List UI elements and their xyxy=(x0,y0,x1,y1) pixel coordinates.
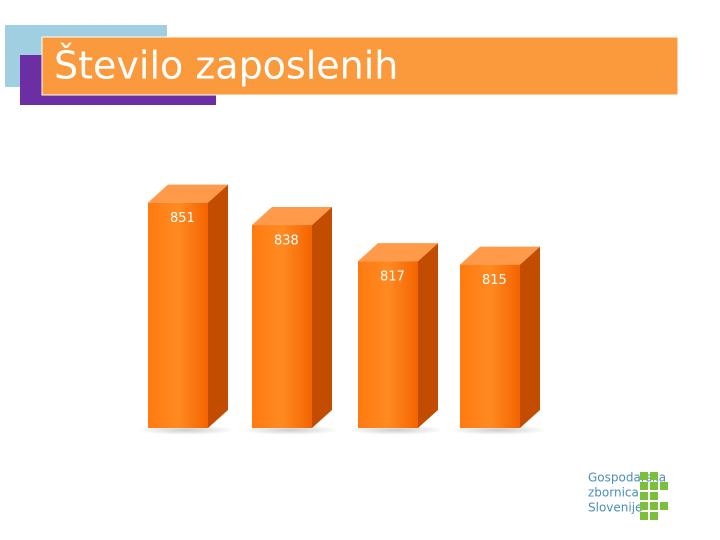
bar-side xyxy=(208,184,228,428)
bar-top xyxy=(148,184,228,203)
data-label: 851 xyxy=(170,211,195,226)
logo-text: Slovenije xyxy=(588,501,642,515)
title-bar xyxy=(41,36,679,96)
bar-side xyxy=(418,243,438,428)
chart-title: Število zaposlenih xyxy=(54,44,398,88)
bar xyxy=(148,202,208,428)
logo-text: zbornica xyxy=(588,486,639,500)
bar xyxy=(358,261,418,428)
data-label: 838 xyxy=(274,234,299,249)
logo: Gospodarska zbornica Slovenije xyxy=(588,471,668,520)
data-label: 815 xyxy=(482,273,507,288)
bar-top xyxy=(460,246,540,265)
bar-side xyxy=(520,246,540,428)
bar xyxy=(252,225,312,428)
bar-side xyxy=(312,207,332,428)
data-label: 817 xyxy=(380,270,405,285)
bar-top xyxy=(358,243,438,262)
bar xyxy=(460,264,520,428)
logo-icon xyxy=(640,472,668,520)
bar-top xyxy=(252,207,332,226)
